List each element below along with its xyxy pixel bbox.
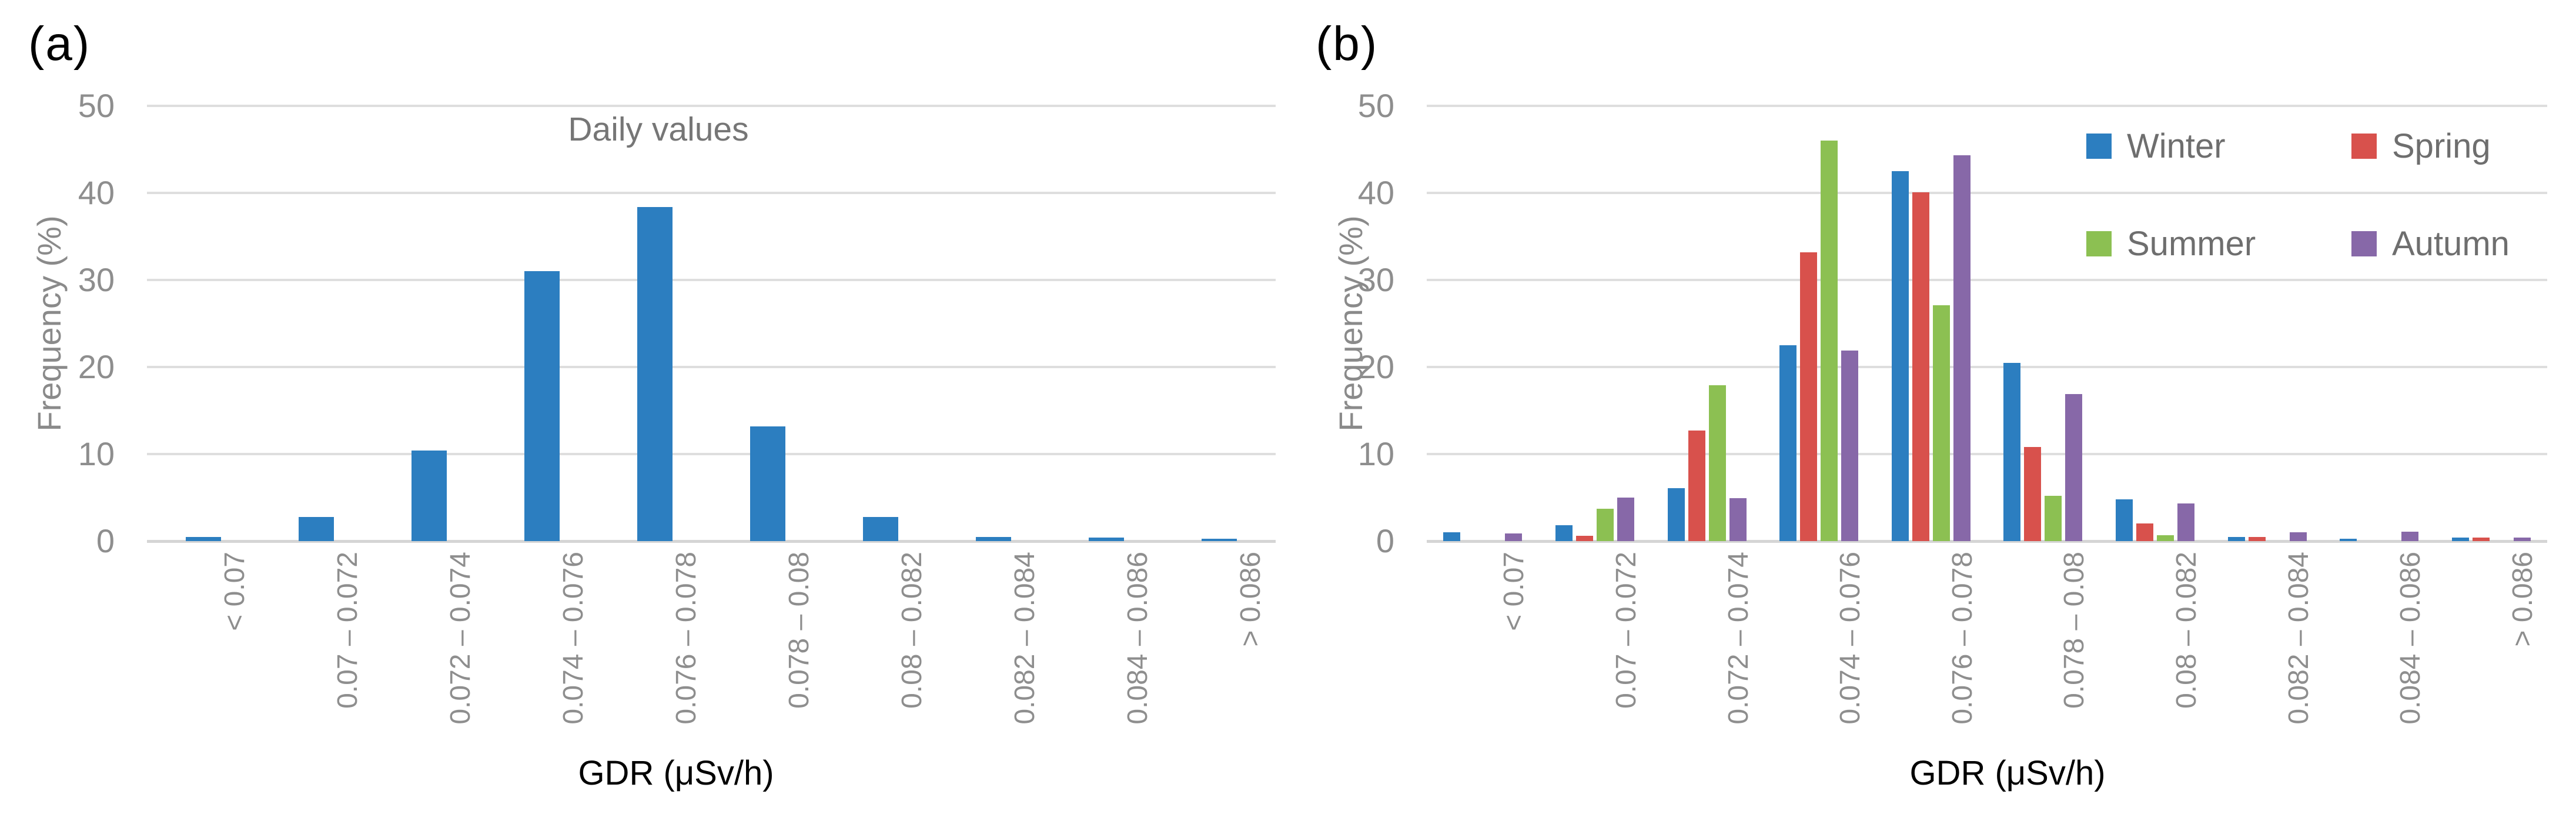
x-axis-title-a: GDR (μSv/h) (578, 754, 774, 792)
bar-autumn-8 (2401, 532, 2419, 541)
legend-item-summer: Summer (2086, 224, 2256, 263)
bar-daily values-9 (1202, 539, 1237, 541)
bar-summer-6 (2156, 535, 2174, 541)
panel-label-b: (b) (1316, 17, 1379, 71)
bar-autumn-1 (1617, 498, 1634, 541)
chart-title-a: Daily values (568, 111, 749, 148)
x-axis-line (1427, 540, 2547, 543)
bar-summer-5 (2045, 496, 2062, 541)
gridline (1427, 192, 2547, 194)
x-axis-title-b: GDR (μSv/h) (1909, 754, 2106, 792)
bar-winter-8 (2340, 539, 2357, 541)
gridline (1427, 366, 2547, 368)
bar-winter-7 (2227, 537, 2245, 541)
bar-autumn-2 (1729, 498, 1747, 541)
bar-spring-9 (2472, 538, 2490, 541)
gridline (1427, 279, 2547, 281)
bar-daily values-4 (637, 207, 673, 541)
gridline (147, 192, 1276, 194)
gridline (1427, 105, 2547, 107)
legend-marker-summer (2086, 231, 2112, 256)
plot-area-a (147, 105, 1276, 543)
bar-autumn-7 (2289, 532, 2307, 541)
plot-area-b (1427, 105, 2547, 543)
x-axis-line (147, 540, 1276, 543)
bar-autumn-9 (2513, 538, 2531, 541)
bar-spring-4 (1912, 192, 1929, 541)
gridline (147, 105, 1276, 107)
gridline (147, 453, 1276, 455)
x-tick-label: > 0.086 (2507, 552, 2538, 647)
legend-marker-winter (2086, 133, 2112, 159)
bar-summer-1 (1596, 509, 1614, 541)
bar-winter-4 (1891, 171, 1909, 541)
bar-winter-6 (2115, 499, 2133, 541)
y-tick-label: 0 (96, 522, 115, 559)
bar-spring-2 (1688, 431, 1705, 541)
bar-winter-0 (1443, 532, 1461, 541)
y-tick-label: 10 (78, 435, 115, 472)
bar-spring-3 (1800, 252, 1818, 541)
bar-summer-4 (1932, 305, 1950, 541)
legend-item-winter: Winter (2086, 127, 2226, 165)
legend-item-autumn: Autumn (2351, 224, 2510, 263)
legend-label-winter: Winter (2127, 126, 2226, 165)
legend-label-autumn: Autumn (2392, 224, 2510, 263)
bar-daily values-7 (976, 537, 1011, 541)
legend-label-summer: Summer (2127, 224, 2256, 263)
y-tick-label: 50 (1357, 87, 1394, 124)
panel-label-a: (a) (28, 17, 91, 71)
gridline (147, 366, 1276, 368)
bar-spring-6 (2136, 523, 2153, 541)
bar-summer-2 (1708, 385, 1726, 541)
chart-panel-b: (b) Frequency (%) 0 10 20 30 40 50 < 0.07 0.07… (1287, 0, 2576, 814)
y-tick-label: 30 (1357, 261, 1394, 298)
bar-spring-1 (1575, 536, 1593, 541)
y-tick-label: 20 (78, 348, 115, 385)
bar-winter-1 (1555, 525, 1573, 541)
bar-daily values-3 (524, 271, 560, 541)
y-tick-label: 40 (78, 174, 115, 211)
legend-item-spring: Spring (2351, 127, 2491, 165)
bar-spring-5 (2024, 447, 2042, 541)
legend-marker-autumn (2351, 231, 2377, 256)
bar-autumn-3 (1841, 351, 1859, 541)
bar-winter-2 (1667, 488, 1685, 541)
y-tick-label: 20 (1357, 348, 1394, 385)
bar-autumn-4 (1953, 155, 1971, 541)
bar-autumn-0 (1505, 533, 1523, 541)
chart-panel-a: (a) Frequency (%) Daily values 0 10 20 30 40… (0, 0, 1287, 814)
bar-winter-3 (1779, 345, 1797, 541)
x-tick-label: < 0.07 (219, 552, 250, 631)
bar-autumn-6 (2177, 503, 2194, 541)
gridline (147, 279, 1276, 281)
bar-winter-5 (2003, 363, 2021, 541)
x-tick-label: < 0.07 (1498, 552, 1530, 631)
bar-daily values-2 (412, 451, 447, 541)
x-tick-label: 0.084 – 0.086 (1122, 552, 1153, 725)
bar-daily values-8 (1089, 538, 1124, 541)
bar-autumn-5 (2065, 394, 2083, 541)
y-tick-label: 10 (1357, 435, 1394, 472)
x-tick-label: > 0.086 (1235, 552, 1266, 647)
y-tick-label: 0 (1376, 522, 1394, 559)
legend-label-spring: Spring (2392, 126, 2491, 165)
bar-summer-3 (1821, 141, 1838, 541)
gridline (1427, 453, 2547, 455)
bar-daily values-1 (299, 517, 334, 541)
y-tick-label: 40 (1357, 174, 1394, 211)
bar-daily values-5 (750, 426, 785, 541)
bar-spring-7 (2248, 537, 2266, 541)
bar-daily values-0 (186, 537, 221, 541)
bar-daily values-6 (863, 517, 898, 541)
legend-marker-spring (2351, 133, 2377, 159)
y-tick-label: 30 (78, 261, 115, 298)
y-tick-label: 50 (78, 87, 115, 124)
bar-winter-9 (2451, 538, 2469, 541)
